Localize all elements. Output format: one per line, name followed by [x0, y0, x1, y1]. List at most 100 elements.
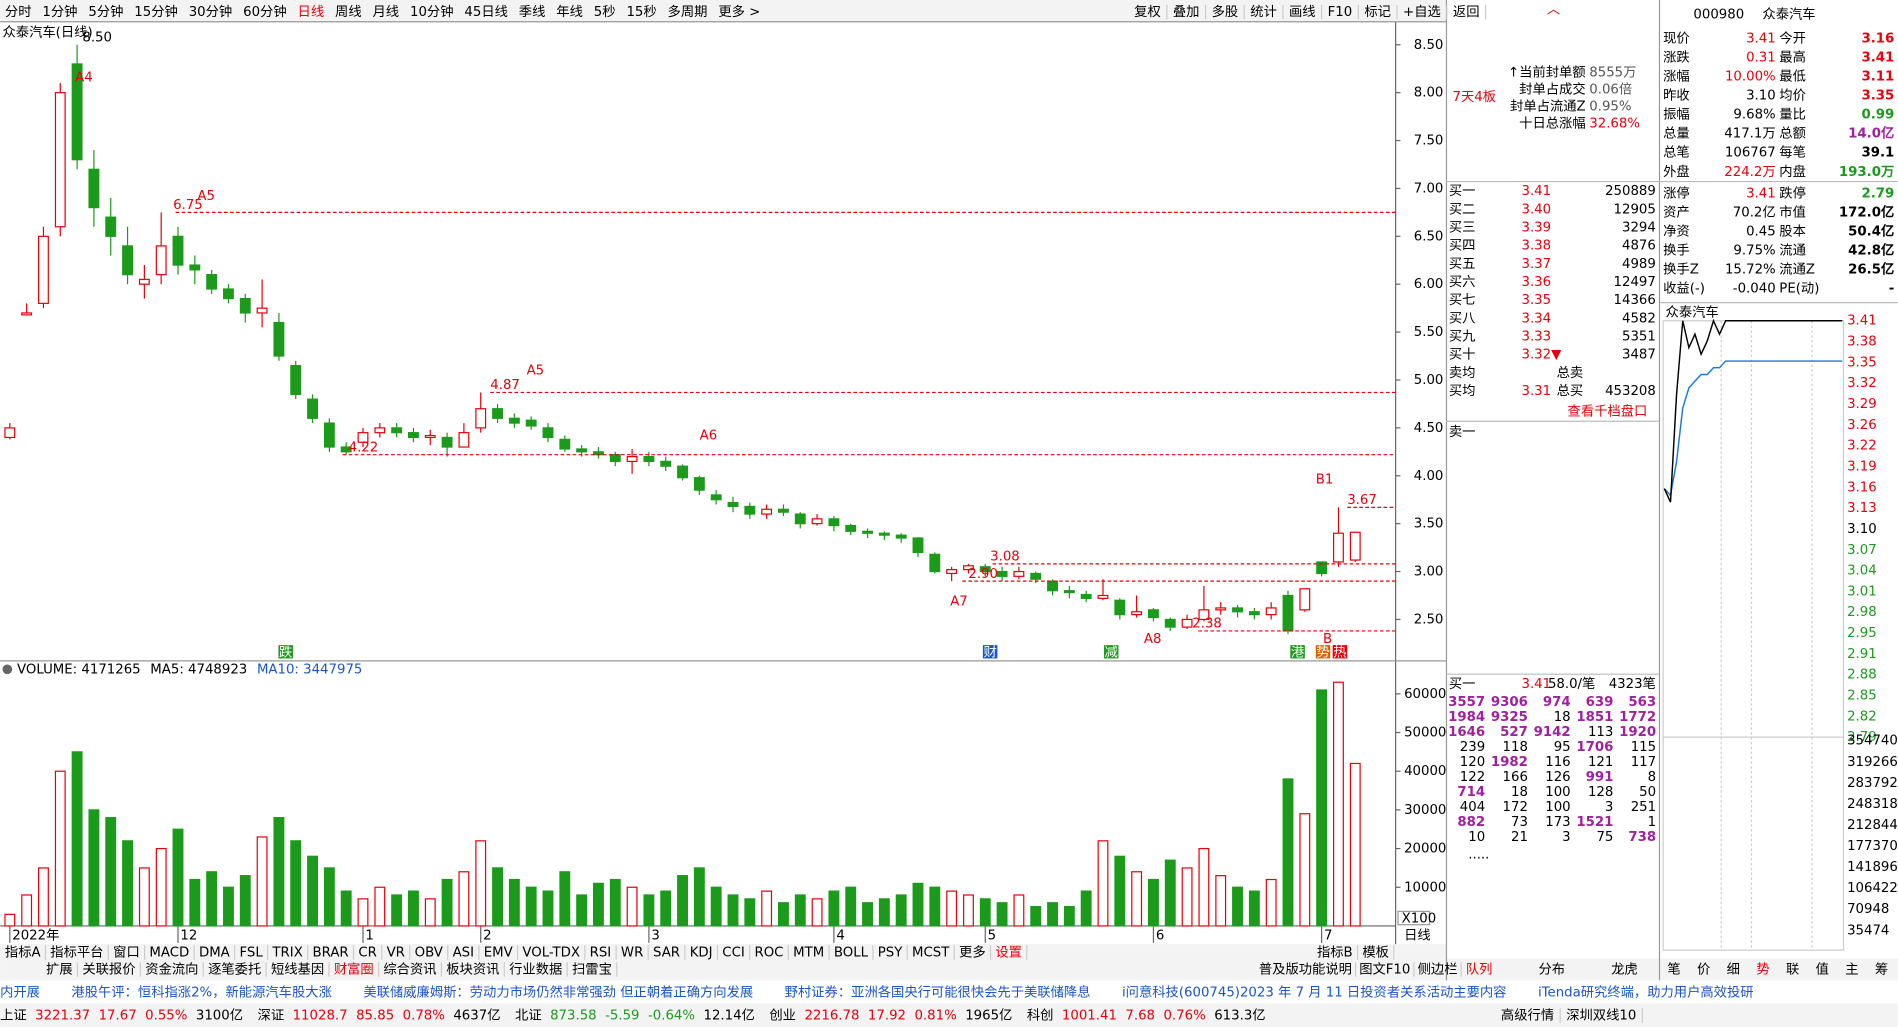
event-marker-label[interactable]: 港: [1291, 644, 1305, 660]
side-tab[interactable]: 分布: [1538, 962, 1565, 978]
indicator-tab[interactable]: FSL: [239, 946, 263, 961]
panel-tab[interactable]: 板块资讯: [446, 962, 499, 978]
status-item[interactable]: 高级行情: [1501, 1007, 1554, 1024]
tool-button[interactable]: 复权: [1134, 3, 1161, 20]
indicator-tab[interactable]: 窗口: [113, 944, 140, 961]
period-tab[interactable]: 5秒: [594, 4, 616, 20]
period-tab[interactable]: 1分钟: [42, 3, 77, 20]
panel-tab[interactable]: 关联报价: [82, 962, 135, 978]
news-item[interactable]: i问意科技(600745)2023 年 7 月 11 日投资者关系活动主要内容: [1122, 984, 1507, 1001]
status-item[interactable]: 深圳双线10: [1566, 1008, 1636, 1024]
panel-tab[interactable]: 侧边栏: [1418, 962, 1458, 978]
mini-tab[interactable]: 联: [1786, 962, 1799, 978]
tool-button[interactable]: 统计: [1250, 4, 1277, 20]
event-marker-label[interactable]: 减: [1105, 644, 1118, 660]
indicator-tab[interactable]: EMV: [484, 946, 513, 961]
panel-tab[interactable]: 扫雷宝: [572, 962, 612, 978]
mini-tab[interactable]: 筹: [1875, 961, 1888, 978]
panel-tab[interactable]: 图文F10: [1359, 962, 1410, 978]
event-marker-label[interactable]: 热: [1333, 644, 1346, 660]
quote-label: 总额: [1779, 126, 1806, 142]
event-marker-label[interactable]: 跌: [279, 644, 292, 660]
event-marker-label[interactable]: 势: [1316, 644, 1329, 660]
indicator-tab[interactable]: 设置: [995, 945, 1022, 961]
mini-tab[interactable]: 值: [1816, 962, 1829, 978]
period-tab[interactable]: 月线: [373, 4, 400, 20]
indicator-tab[interactable]: VR: [387, 946, 405, 961]
period-label[interactable]: 日线: [1404, 928, 1431, 944]
indicator-tab[interactable]: BOLL: [834, 946, 869, 961]
period-tab[interactable]: 5分钟: [88, 3, 123, 20]
candle-body: [105, 216, 117, 237]
depth-link[interactable]: 查看千档盘口: [1568, 403, 1648, 420]
tool-button[interactable]: 标记: [1364, 4, 1391, 20]
news-item[interactable]: 野村证券：亚洲各国央行可能很快会先于美联储降息: [785, 984, 1091, 1001]
period-tab[interactable]: 周线: [335, 4, 362, 20]
period-tab[interactable]: 15秒: [626, 4, 656, 20]
panel-tab[interactable]: 综合资讯: [383, 962, 436, 978]
news-item[interactable]: 内开展: [0, 985, 40, 1001]
indicator-tab[interactable]: MTM: [793, 946, 824, 961]
panel-tab[interactable]: 财富圈: [334, 961, 374, 978]
tool-button[interactable]: 叠加: [1173, 4, 1200, 20]
indicator-tab[interactable]: 指标B: [1317, 945, 1353, 961]
indicator-tab[interactable]: CR: [358, 946, 377, 961]
news-item[interactable]: 美联储威廉姆斯：劳动力市场仍然非常强劲 但正朝着正确方向发展: [363, 984, 753, 1001]
mini-tab[interactable]: 价: [1697, 963, 1710, 978]
quote-label: 外盘: [1663, 163, 1690, 180]
tool-button[interactable]: 返回: [1453, 4, 1480, 20]
panel-tab[interactable]: 普及版功能说明: [1259, 962, 1352, 978]
panel-tab[interactable]: 短线基因: [271, 962, 324, 978]
news-item[interactable]: iTenda研究终端，助力用户高效投研: [1538, 984, 1754, 1001]
volume-bar: [1215, 875, 1227, 927]
indicator-tab[interactable]: VOL-TDX: [522, 946, 580, 961]
mini-tab[interactable]: 笔: [1667, 962, 1680, 978]
indicator-tab[interactable]: DMA: [199, 946, 230, 961]
period-tab[interactable]: 分时: [5, 4, 32, 20]
period-tab[interactable]: 年线: [556, 4, 583, 20]
indicator-tab[interactable]: TRIX: [271, 946, 302, 961]
indicator-tab[interactable]: ASI: [453, 946, 474, 961]
period-tab[interactable]: 季线: [519, 4, 546, 20]
side-tab[interactable]: 队列: [1466, 962, 1493, 978]
indicator-tab[interactable]: MACD: [149, 946, 189, 961]
event-marker-label[interactable]: 财: [984, 644, 997, 660]
indicator-tab[interactable]: PSY: [878, 946, 903, 961]
tool-button[interactable]: 画线: [1289, 4, 1316, 20]
mini-tab[interactable]: 势: [1756, 962, 1769, 978]
mini-tab[interactable]: 主: [1845, 962, 1858, 978]
period-tab[interactable]: 60分钟: [243, 3, 287, 20]
side-tab[interactable]: 龙虎: [1611, 962, 1638, 978]
mini-tab[interactable]: 细: [1727, 962, 1740, 978]
indicator-tab[interactable]: 更多: [959, 944, 986, 961]
period-tab[interactable]: 10分钟: [410, 3, 454, 20]
period-tab[interactable]: 30分钟: [189, 3, 233, 20]
indicator-tab[interactable]: 指标A: [5, 945, 41, 961]
indicator-tab[interactable]: MCST: [912, 946, 950, 961]
period-tab[interactable]: 多周期: [668, 3, 708, 20]
indicator-tab[interactable]: SAR: [653, 946, 680, 961]
tool-button[interactable]: F10: [1328, 5, 1353, 20]
indicator-tab[interactable]: KDJ: [690, 946, 713, 961]
indicator-tab[interactable]: WR: [621, 946, 643, 961]
indicator-tab[interactable]: OBV: [415, 946, 443, 961]
panel-tab[interactable]: 扩展: [46, 962, 73, 978]
indicator-tab[interactable]: BRAR: [313, 946, 349, 961]
period-tab[interactable]: 45日线: [464, 4, 508, 20]
collapse-arrow[interactable]: ︿: [1547, 3, 1560, 18]
indicator-tab[interactable]: 模板: [1362, 945, 1389, 961]
period-tab[interactable]: 日线: [298, 4, 325, 20]
period-tab[interactable]: 15分钟: [134, 3, 178, 20]
panel-tab[interactable]: 资金流向: [145, 962, 198, 978]
news-item[interactable]: 港股午评：恒科指涨2%，新能源汽车股大涨: [71, 984, 331, 1001]
indicator-tab[interactable]: 指标平台: [50, 945, 103, 961]
indicator-tab[interactable]: CCI: [722, 946, 745, 961]
panel-tab[interactable]: 行业数据: [509, 962, 562, 978]
period-tab[interactable]: 更多 >: [718, 3, 760, 20]
indicator-tab[interactable]: RSI: [590, 946, 612, 961]
tool-button[interactable]: +自选: [1403, 4, 1441, 20]
mini-volume-label: 319266: [1847, 755, 1898, 770]
tool-button[interactable]: 多股: [1212, 3, 1239, 20]
indicator-tab[interactable]: ROC: [754, 946, 783, 961]
panel-tab[interactable]: 逐笔委托: [208, 962, 261, 978]
